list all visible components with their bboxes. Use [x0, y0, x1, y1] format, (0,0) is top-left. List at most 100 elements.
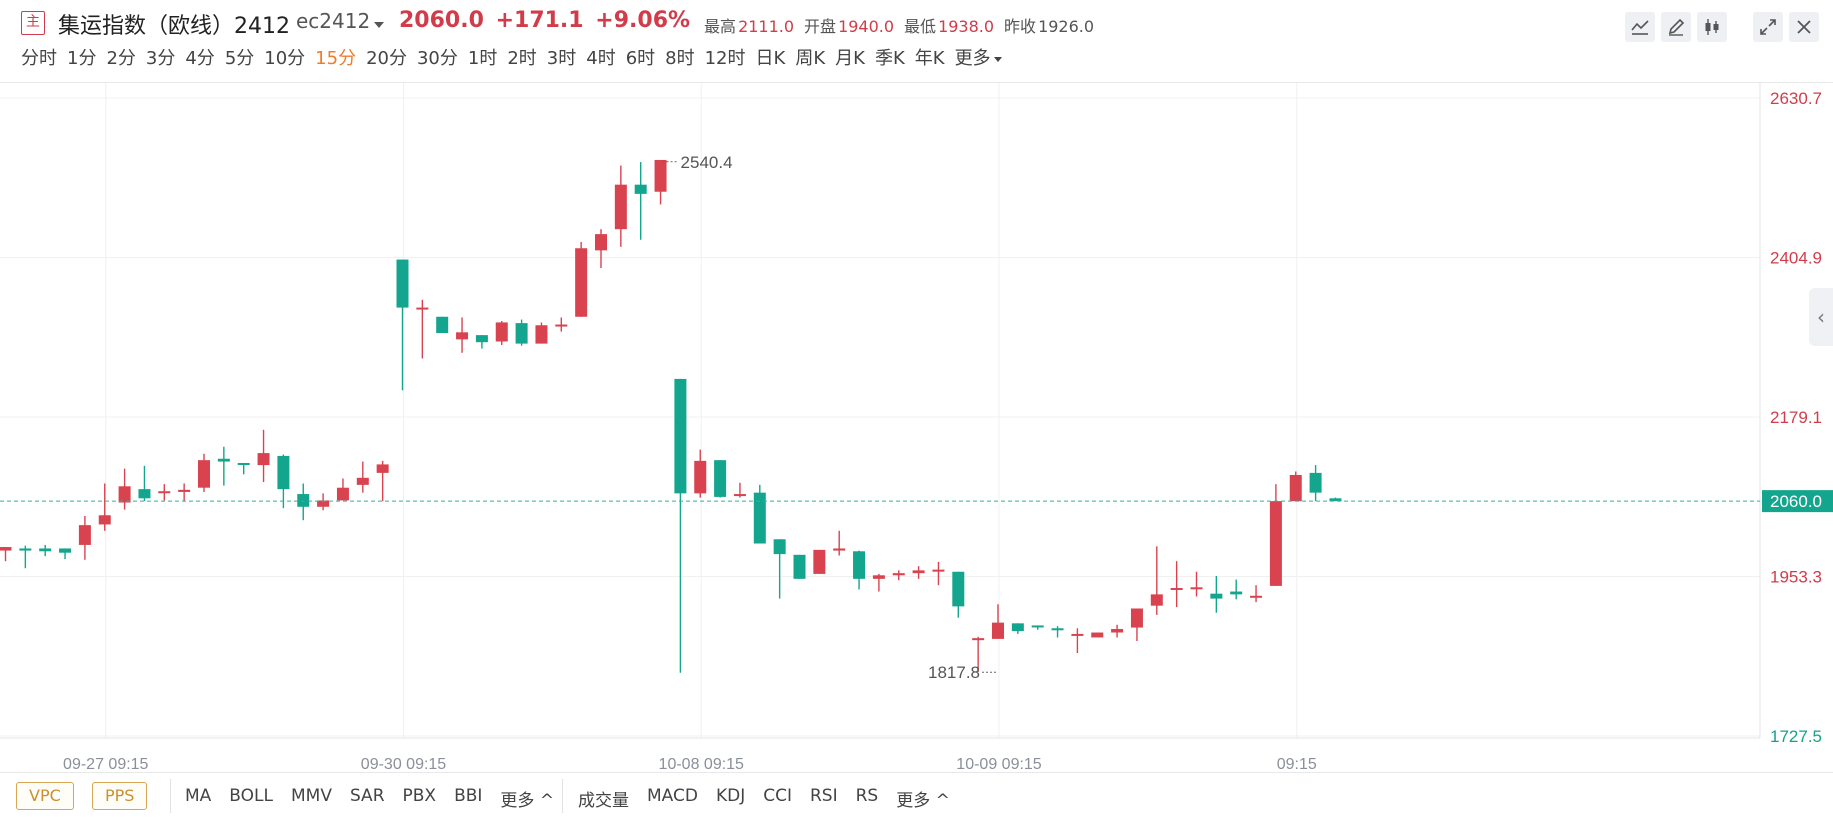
period-tab[interactable]: 6时 [625, 48, 656, 69]
candle [595, 229, 607, 269]
pps-button[interactable]: PPS [92, 782, 148, 810]
sub-indicator-item[interactable]: RSI [810, 786, 838, 806]
sub-indicator-item[interactable]: 更多 ^ [896, 791, 950, 811]
x-tick-label: 09-27 09:15 [63, 756, 149, 773]
candlestick-icon[interactable] [1697, 12, 1727, 42]
main-indicator-item[interactable]: PBX [402, 786, 437, 806]
expand-icon[interactable] [1753, 12, 1783, 42]
sub-indicator-item[interactable]: 成交量 [578, 791, 629, 811]
main-indicator-item[interactable]: BOLL [229, 786, 273, 806]
candle-body [872, 575, 885, 579]
candle [336, 478, 349, 501]
candle-body [59, 548, 72, 553]
candle [733, 482, 746, 498]
period-tab[interactable]: 15分 [315, 48, 357, 69]
candle [992, 604, 1004, 639]
candle-body [793, 554, 806, 579]
chevron-down-icon[interactable] [374, 22, 384, 28]
sub-indicator-item[interactable]: CCI [763, 786, 792, 806]
vpc-button[interactable]: VPC [16, 782, 74, 810]
candle [59, 548, 72, 560]
candle [1269, 484, 1282, 586]
quote-header: 主 集运指数（欧线）2412 ec2412 2060.0 +171.1 +9.0… [0, 0, 1833, 44]
candle-body [555, 324, 568, 327]
candle [237, 462, 250, 475]
candle [495, 321, 508, 346]
period-tab[interactable]: 5分 [224, 48, 255, 69]
symbol-code[interactable]: ec2412 [296, 9, 371, 33]
kline-chart[interactable]: 2630.7 2404.9 2179.1 1953.3 1727.5 09-27 09:1… [0, 82, 1833, 773]
stat-label: 开盘 [804, 17, 837, 36]
sub-indicator-item[interactable]: MACD [647, 786, 698, 806]
candle [317, 493, 330, 511]
candle [1011, 623, 1024, 634]
period-tab[interactable]: 更多 [955, 44, 1002, 74]
main-indicator-item[interactable]: 更多 ^ [500, 791, 555, 811]
period-tab[interactable]: 月K [835, 48, 865, 69]
line-chart-icon[interactable] [1625, 12, 1655, 42]
period-tab[interactable]: 3分 [145, 48, 176, 69]
candle [1250, 585, 1263, 603]
candle-body [1051, 628, 1064, 631]
sub-indicator-item[interactable]: KDJ [715, 786, 746, 806]
period-tab[interactable]: 年K [914, 48, 945, 69]
candle-body [972, 638, 985, 641]
candle-body [1269, 501, 1282, 586]
candle-body [336, 487, 349, 501]
main-indicator-item[interactable]: MMV [290, 786, 332, 806]
candle [813, 549, 826, 574]
candle-body [138, 489, 151, 499]
candle-body [217, 458, 230, 462]
candle [1309, 465, 1322, 502]
main-indicator-item[interactable]: MA [185, 786, 212, 806]
period-tab[interactable]: 20分 [366, 48, 407, 69]
period-tab[interactable]: 10分 [264, 48, 306, 69]
stat-value: 2111.0 [738, 17, 795, 36]
candle-body [813, 549, 826, 574]
candle [1190, 571, 1203, 597]
period-tab[interactable]: 4分 [185, 48, 215, 69]
period-tab[interactable]: 12时 [704, 48, 746, 69]
period-tab[interactable]: 30分 [416, 48, 458, 69]
period-tab[interactable]: 3时 [546, 48, 577, 69]
candle-body [396, 259, 409, 308]
close-icon[interactable] [1789, 12, 1819, 42]
period-tab[interactable]: 2时 [507, 48, 537, 69]
period-tab[interactable]: 季K [874, 48, 905, 69]
period-tab[interactable]: 4时 [586, 48, 616, 69]
candle [217, 446, 230, 486]
candle [1230, 579, 1243, 600]
period-tab[interactable]: 1时 [467, 48, 498, 69]
candle-body [475, 335, 488, 343]
candle [674, 378, 687, 673]
pencil-icon[interactable] [1661, 12, 1691, 42]
candle [634, 162, 647, 240]
candle [1210, 576, 1223, 613]
period-tab[interactable]: 2分 [106, 48, 136, 69]
period-tab[interactable]: 周K [795, 48, 826, 69]
kline-svg[interactable]: 2630.7 2404.9 2179.1 1953.3 1727.5 09-27 09:1… [0, 83, 1833, 773]
candle-body [257, 453, 270, 466]
chevron-left-icon[interactable]: ‹ [1809, 288, 1833, 346]
stat-label: 昨收 [1004, 17, 1037, 36]
main-indicator-item[interactable]: SAR [349, 786, 385, 806]
symbol-name[interactable]: 集运指数（欧线）2412 [58, 14, 290, 39]
candle [39, 544, 52, 557]
period-tab[interactable]: 8时 [665, 48, 695, 69]
candle-body [1071, 633, 1084, 636]
period-tab[interactable]: 1分 [67, 48, 97, 69]
period-tabs: 分时 1分 2分 3分 4分 5分 10分 15分 20分 30分 1时 2时 3时 4时 6时 8时 12时日… [0, 44, 1833, 82]
candle [535, 322, 548, 344]
candle [78, 515, 91, 560]
candle-body [1230, 591, 1243, 595]
candle-body [892, 573, 905, 576]
period-tab[interactable]: 日K [755, 48, 786, 69]
candle-body [992, 622, 1004, 639]
period-tab[interactable]: 分时 [21, 48, 57, 69]
candle-body [912, 570, 925, 574]
main-indicator-item[interactable]: BBI [454, 786, 483, 806]
sub-indicator-item[interactable]: RS [855, 786, 879, 806]
candle-body [773, 539, 786, 555]
candle [1130, 608, 1143, 641]
last-price: 2060.0 [399, 8, 484, 33]
